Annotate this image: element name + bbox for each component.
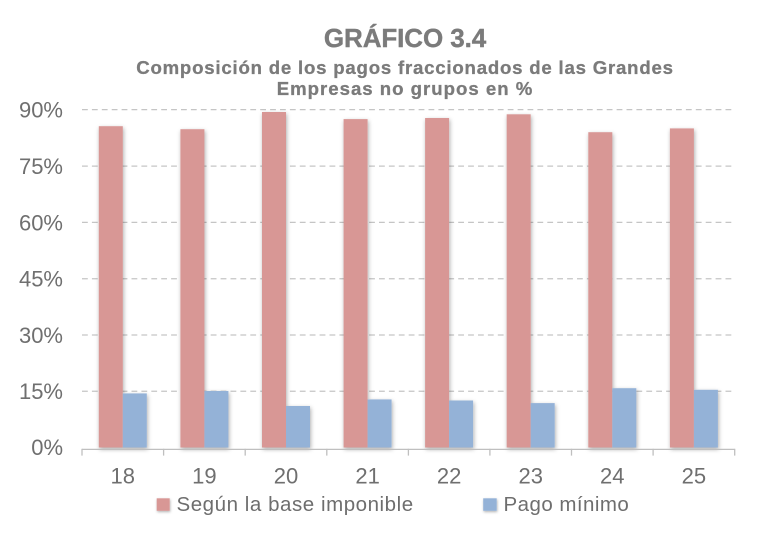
svg-text:45%: 45%	[19, 267, 63, 292]
svg-text:0%: 0%	[31, 435, 63, 460]
svg-text:90%: 90%	[19, 98, 63, 123]
svg-text:23: 23	[518, 463, 542, 488]
svg-text:15%: 15%	[19, 379, 63, 404]
svg-text:60%: 60%	[19, 210, 63, 235]
svg-text:25: 25	[682, 463, 706, 488]
svg-text:21: 21	[355, 463, 379, 488]
svg-text:22: 22	[437, 463, 461, 488]
svg-text:75%: 75%	[19, 154, 63, 179]
svg-text:24: 24	[600, 463, 624, 488]
svg-text:19: 19	[192, 463, 216, 488]
svg-text:30%: 30%	[19, 323, 63, 348]
svg-text:Según la base imponible: Según la base imponible	[177, 493, 414, 516]
svg-text:18: 18	[111, 463, 135, 488]
svg-text:Composición de los pagos fracc: Composición de los pagos fraccionados de…	[136, 57, 674, 78]
svg-text:GRÁFICO 3.4: GRÁFICO 3.4	[324, 23, 487, 53]
svg-text:Empresas no grupos en %: Empresas no grupos en %	[277, 78, 534, 99]
svg-text:20: 20	[274, 463, 298, 488]
svg-text:Pago mínimo: Pago mínimo	[504, 493, 630, 516]
